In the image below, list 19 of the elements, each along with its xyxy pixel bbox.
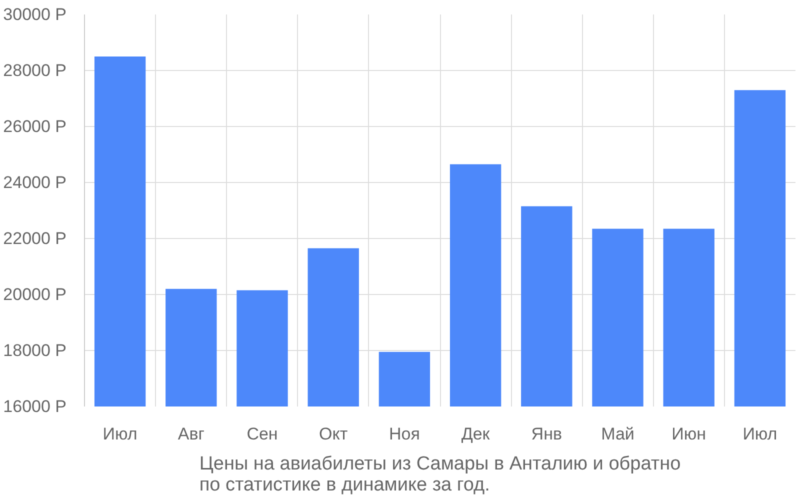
x-tick-label: Июн xyxy=(672,424,706,444)
y-tick-label: 26000 Р xyxy=(3,117,67,136)
y-tick-label: 18000 Р xyxy=(3,341,67,360)
x-tick-label: Авг xyxy=(178,424,204,444)
y-tick-label: 22000 Р xyxy=(3,229,67,248)
x-tick-label: Окт xyxy=(319,424,348,444)
x-tick-label: Сен xyxy=(246,424,278,444)
x-tick-label: Июл xyxy=(102,424,138,444)
text: Цены на авиабилеты из Самары в Анталию и обратно по статистике в динамике за год. xyxy=(199,454,681,496)
x-tick-label: Ноя xyxy=(388,424,420,444)
y-tick-label: 30000 Р xyxy=(3,5,67,24)
y-tick-label: 20000 Р xyxy=(3,285,67,304)
x-tick-label: Дек xyxy=(461,424,490,444)
y-tick-label: 16000 Р xyxy=(3,397,67,416)
x-tick-label: Янв xyxy=(531,424,562,444)
y-tick-label: 24000 Р xyxy=(3,173,67,192)
y-tick-label: 28000 Р xyxy=(3,61,67,80)
x-tick-label: Июл xyxy=(742,424,778,444)
x-tick-label: Май xyxy=(601,424,634,444)
